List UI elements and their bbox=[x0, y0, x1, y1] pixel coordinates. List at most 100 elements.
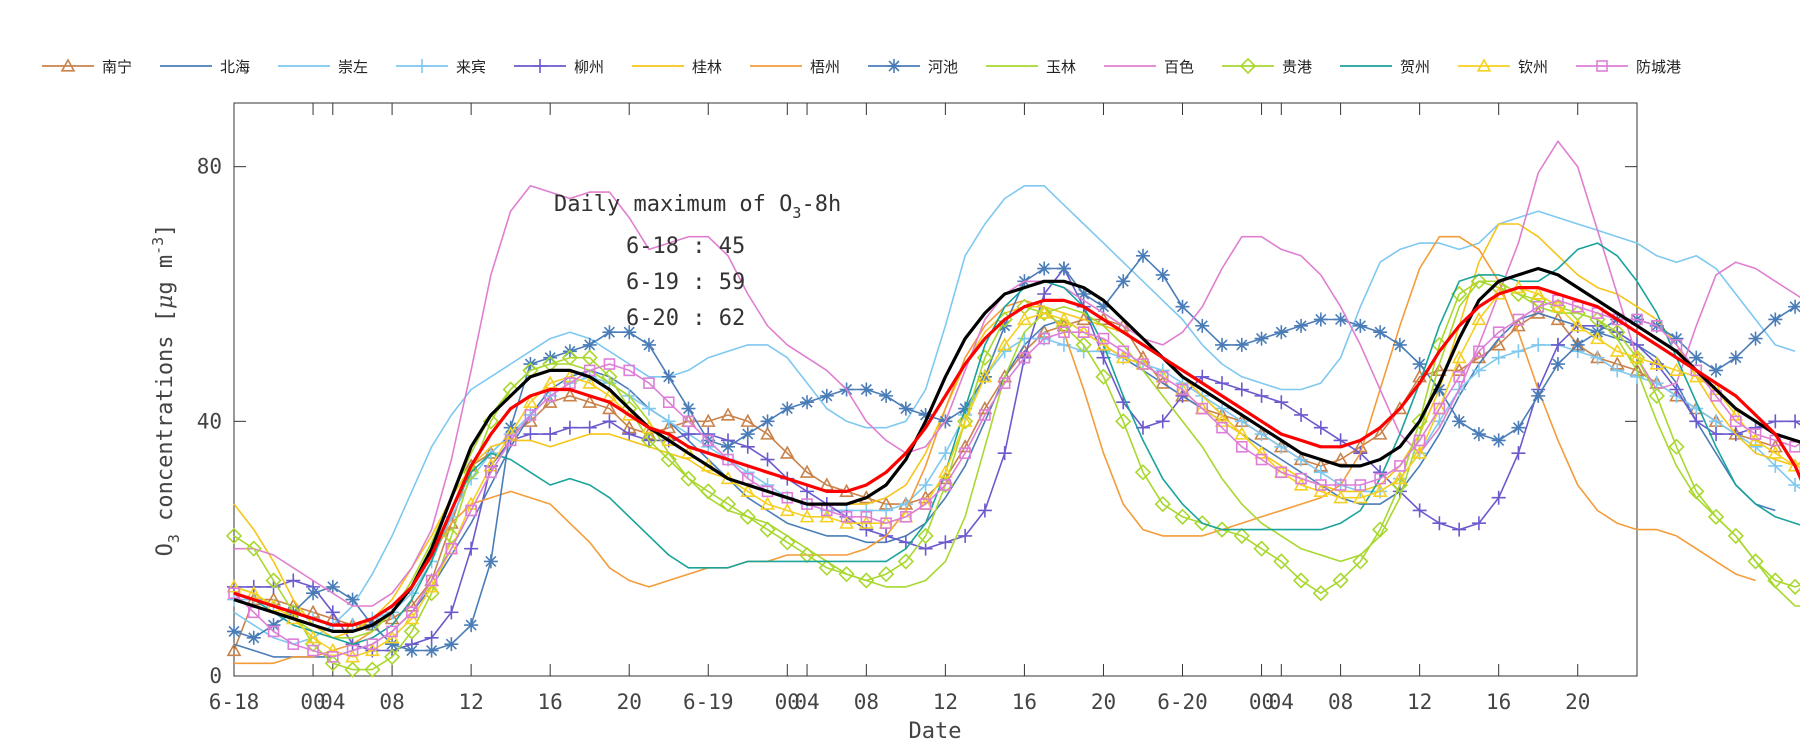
series-line bbox=[233, 280, 1800, 639]
series-point bbox=[1234, 382, 1249, 397]
series-point bbox=[1155, 267, 1170, 282]
series-point bbox=[582, 375, 598, 389]
series-point bbox=[483, 554, 498, 569]
series-point bbox=[462, 464, 480, 481]
series-point bbox=[740, 483, 756, 497]
series-point bbox=[306, 586, 321, 601]
series-point bbox=[465, 504, 477, 517]
series-point bbox=[325, 579, 340, 594]
legend-item: 柳州 bbox=[514, 58, 604, 76]
series-point bbox=[662, 396, 675, 409]
annotation-line-3: 6-20 : 62 bbox=[626, 306, 745, 331]
series-point bbox=[1688, 483, 1705, 500]
series-point bbox=[879, 503, 894, 518]
series-point bbox=[445, 542, 458, 555]
series-point bbox=[267, 625, 280, 638]
legend-label: 南宁 bbox=[102, 58, 132, 76]
series-point bbox=[601, 368, 618, 385]
series-point bbox=[1453, 370, 1465, 383]
series-point bbox=[485, 466, 497, 479]
series-point bbox=[1134, 464, 1152, 481]
y-tick-label: 0 bbox=[209, 664, 222, 688]
series-point bbox=[859, 503, 874, 518]
series-point bbox=[1374, 472, 1386, 485]
series-point bbox=[1115, 413, 1132, 430]
series-point bbox=[838, 566, 855, 583]
series-point bbox=[780, 401, 795, 416]
series-point bbox=[977, 503, 992, 518]
series-point bbox=[305, 630, 321, 644]
series-point bbox=[287, 638, 300, 650]
series-line bbox=[233, 299, 1800, 658]
x-tick-label: 04 bbox=[1269, 690, 1294, 714]
series-point bbox=[759, 521, 776, 538]
series-point bbox=[877, 566, 895, 583]
series-point bbox=[1730, 415, 1742, 428]
series-point bbox=[425, 574, 438, 587]
series-point bbox=[1313, 465, 1328, 480]
series-line bbox=[234, 140, 1800, 607]
series-point bbox=[464, 541, 479, 556]
series-point bbox=[1532, 300, 1544, 313]
series-point bbox=[1709, 414, 1724, 429]
x-tick-label: 04 bbox=[320, 690, 345, 714]
series-point bbox=[1728, 407, 1744, 421]
series-point bbox=[661, 369, 676, 384]
series-point bbox=[719, 495, 737, 513]
legend-marker bbox=[887, 59, 901, 73]
series-point bbox=[346, 644, 359, 657]
series-point bbox=[1452, 414, 1467, 429]
series-point bbox=[1176, 383, 1189, 396]
series-point bbox=[1433, 402, 1446, 415]
series-point bbox=[1312, 585, 1329, 602]
series-point bbox=[1727, 527, 1744, 545]
series-point bbox=[1788, 414, 1800, 429]
series-point bbox=[958, 528, 973, 543]
series-point bbox=[1392, 337, 1407, 352]
series-point bbox=[424, 630, 439, 645]
series-point bbox=[918, 478, 933, 492]
series-point bbox=[1038, 332, 1050, 345]
series-point bbox=[740, 413, 756, 427]
series-point bbox=[1707, 508, 1725, 525]
series-point bbox=[1748, 331, 1763, 346]
series-14 bbox=[233, 266, 1800, 633]
series-point bbox=[386, 625, 398, 638]
series-point bbox=[680, 470, 697, 487]
series-point bbox=[543, 427, 558, 442]
series-line bbox=[233, 185, 1796, 645]
series-point bbox=[1511, 420, 1526, 435]
series-point bbox=[383, 648, 401, 666]
series-point bbox=[819, 388, 834, 403]
series-point bbox=[385, 637, 400, 652]
series-point bbox=[327, 651, 339, 663]
series-point bbox=[957, 413, 973, 427]
series-point bbox=[997, 446, 1012, 461]
series-point bbox=[1372, 483, 1388, 497]
y-tick-label: 80 bbox=[197, 155, 222, 179]
x-tick-label: 00 bbox=[1249, 690, 1274, 714]
legend-item: 崇左 bbox=[278, 58, 368, 76]
x-tick-label: 20 bbox=[1091, 690, 1116, 714]
series-point bbox=[1411, 413, 1428, 430]
legend-item: 玉林 bbox=[986, 58, 1076, 76]
series-point bbox=[1609, 324, 1626, 341]
series-point bbox=[898, 401, 913, 416]
series-point bbox=[1295, 472, 1307, 485]
series-point bbox=[246, 630, 261, 645]
series-point bbox=[1037, 287, 1052, 301]
annotation-title: Daily maximum of O3-8h bbox=[554, 192, 841, 222]
series-point bbox=[1471, 427, 1486, 442]
series-point bbox=[1332, 572, 1349, 589]
series-point bbox=[1473, 345, 1485, 358]
series-point bbox=[976, 349, 994, 366]
series-point bbox=[344, 661, 361, 678]
legend-item: 贵港 bbox=[1222, 57, 1312, 76]
legend-label: 来宾 bbox=[456, 58, 486, 76]
legend-item: 北海 bbox=[160, 58, 250, 76]
series-point bbox=[325, 605, 340, 620]
series-point bbox=[660, 451, 677, 468]
series-point bbox=[1333, 490, 1348, 504]
series-point bbox=[1216, 421, 1228, 434]
series-point bbox=[1392, 470, 1408, 485]
